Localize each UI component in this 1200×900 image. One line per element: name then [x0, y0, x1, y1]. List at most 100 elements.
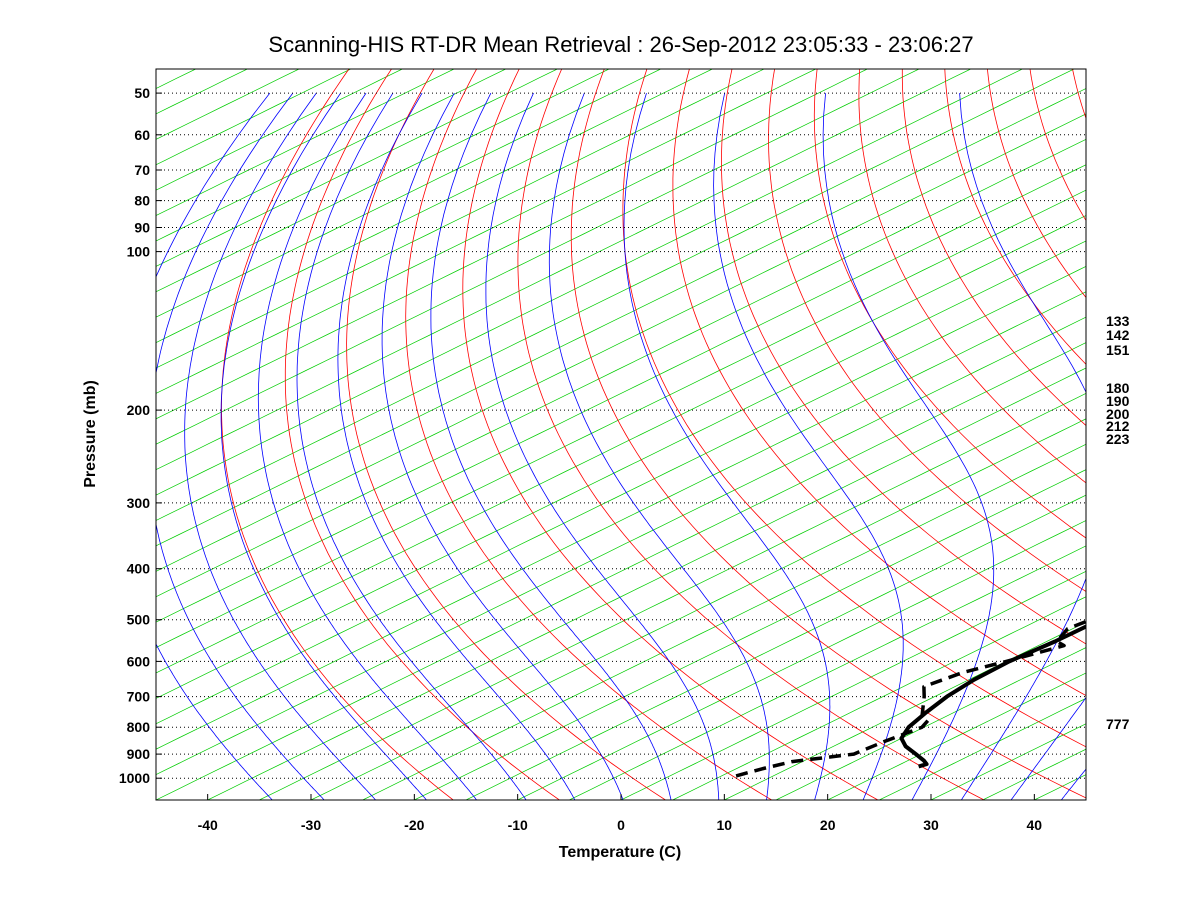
moist-adiabat-line [822, 93, 995, 800]
isotherm-line [156, 69, 816, 394]
isotherm-line [156, 69, 248, 115]
isotherm-line [156, 189, 1086, 648]
moist-adiabat-line [959, 93, 1086, 800]
isotherm-line [620, 570, 1086, 800]
dry-adiabat-line [517, 69, 985, 800]
dry-adiabat-line [987, 69, 1086, 299]
isotherm-line [0, 69, 92, 800]
x-tick-label: 30 [923, 817, 939, 833]
moist-adiabat-line [1010, 696, 1086, 800]
moist-adiabat-line [713, 93, 904, 800]
right-label: 200 [1106, 406, 1130, 422]
isotherm-line [156, 69, 455, 216]
isotherm-line [1189, 69, 1200, 800]
dewpoint-profile-line [735, 619, 1086, 778]
isotherm-line [827, 672, 1086, 800]
dry-adiabat-line [346, 69, 666, 800]
dry-adiabat-line [901, 69, 1086, 427]
right-label: 212 [1106, 418, 1130, 434]
y-tick-label: 100 [127, 244, 151, 260]
x-tick-label: 10 [717, 817, 733, 833]
isotherm-line [156, 69, 403, 191]
isotherm-line [156, 69, 610, 293]
isotherm-line [156, 69, 868, 420]
dry-adiabat-line [284, 69, 560, 800]
dry-adiabat-line [1072, 69, 1086, 120]
moist-adiabat-line [296, 92, 527, 800]
y-tick-label: 400 [127, 561, 151, 577]
dry-adiabat-line [672, 69, 1086, 697]
moist-adiabat-line [156, 92, 273, 800]
y-tick-label: 300 [127, 495, 151, 511]
isotherm-line [569, 545, 1086, 800]
isotherm-line [1138, 69, 1200, 800]
dry-adiabat-line [1029, 69, 1086, 222]
pressure-gridlines [156, 92, 1086, 779]
isotherm-line [156, 138, 1086, 598]
y-tick-label: 70 [134, 162, 150, 178]
y-tick-label: 80 [134, 193, 150, 209]
dry-adiabat-line [858, 69, 1086, 484]
isotherm-line [982, 748, 1086, 800]
y-tick-label: 1000 [119, 770, 150, 786]
isotherm-line [156, 215, 1086, 674]
moist-adiabat-line [257, 92, 477, 800]
moist-adiabat-line [220, 92, 427, 800]
dry-adiabat-line [221, 69, 454, 800]
isotherm-line [1085, 799, 1086, 800]
moist-adiabat-line [548, 92, 770, 800]
moist-adiabat-line [337, 92, 576, 800]
y-tick-label: 500 [127, 612, 151, 628]
dry-adiabat-line [570, 69, 1086, 799]
isotherm-line [156, 291, 1086, 750]
isotherm-line [930, 723, 1086, 800]
background-adiabats [0, 69, 1200, 800]
isotherm-line [156, 316, 1086, 775]
x-tick-label: -20 [404, 817, 424, 833]
y-tick-label: 50 [134, 85, 150, 101]
dry-adiabat-line [720, 69, 1086, 645]
isotherm-line [156, 240, 1086, 699]
isotherm-line [775, 647, 1086, 800]
dry-adiabat-line [1158, 69, 1200, 800]
x-axis-ticks: -40 -30 -20 -10 0 10 20 30 40 [198, 794, 1043, 833]
isotherm-line [0, 69, 41, 800]
y-tick-label: 900 [127, 746, 151, 762]
right-label: 190 [1106, 393, 1130, 409]
isotherm-line [156, 69, 1075, 521]
isotherm-line [156, 164, 1086, 623]
dry-adiabat-line [462, 69, 879, 800]
x-tick-label: 0 [617, 817, 625, 833]
isotherm-line [310, 418, 1086, 800]
isotherm-line [879, 697, 1086, 800]
isotherm-line [156, 69, 920, 445]
isotherm-line [414, 469, 1086, 800]
isotherm-line [156, 88, 1086, 547]
temperature-profile-line [899, 624, 1086, 769]
isotherm-line [362, 443, 1086, 800]
x-tick-label: 20 [820, 817, 836, 833]
isotherm-line [517, 520, 1086, 800]
moist-adiabat-line [430, 92, 672, 800]
moist-adiabat-line [156, 92, 325, 800]
plot-frame [155, 68, 1087, 801]
x-tick-label: -30 [301, 817, 321, 833]
isotherm-line [259, 393, 1086, 800]
x-tick-label: 40 [1027, 817, 1043, 833]
moist-adiabat-line [485, 92, 720, 800]
y-tick-label: 700 [127, 689, 151, 705]
moist-adiabat-line [623, 92, 831, 800]
isotherm-line [156, 69, 765, 369]
moist-adiabat-line [381, 92, 624, 800]
dry-adiabat-line [944, 69, 1086, 365]
isotherm-line [465, 494, 1086, 800]
dry-adiabat-line [813, 69, 1086, 539]
x-tick-label: -10 [508, 817, 528, 833]
dry-adiabat-line [768, 69, 1086, 592]
isotherm-line [156, 69, 713, 343]
isotherm-line [156, 113, 1086, 572]
dry-adiabat-line [622, 69, 1086, 748]
isotherm-line [0, 69, 144, 800]
